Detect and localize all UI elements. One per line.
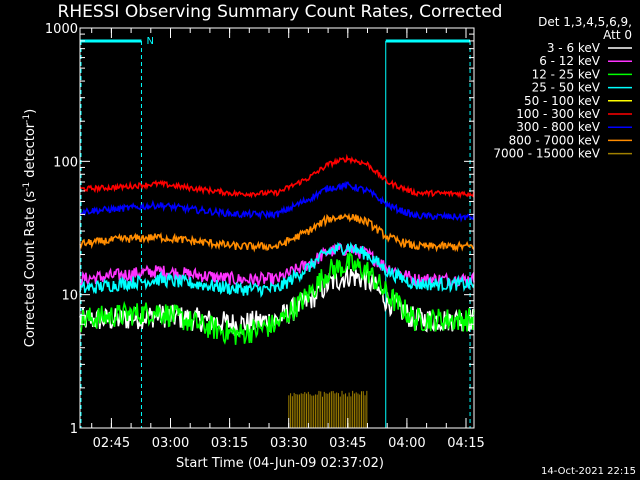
plot-axes: [79, 27, 475, 429]
x-tick-label: 04:00: [388, 436, 425, 451]
y-axis-title: Corrected Count Rate (s-1 detector-1): [22, 109, 38, 347]
y-tick-label: 100: [53, 155, 78, 170]
legend-label: 100 - 300 keV: [516, 107, 600, 121]
y-axis-title-sup2: -1: [22, 114, 32, 123]
y-axis-title-end: ): [23, 109, 38, 114]
legend-label: 300 - 800 keV: [516, 120, 600, 134]
series-100-300kev: [79, 153, 475, 199]
x-tick-label: 04:15: [447, 436, 484, 451]
chart-title: RHESSI Observing Summary Count Rates, Co…: [58, 2, 503, 22]
legend-header-1: Det 1,3,4,5,6,9,: [538, 15, 632, 29]
legend-label: 7000 - 15000 keV: [493, 147, 600, 161]
legend-label: 12 - 25 keV: [532, 67, 601, 81]
y-tick-label: 10: [61, 289, 78, 304]
plot-frame: [79, 27, 475, 429]
series-group: [79, 153, 475, 428]
legend-label: 800 - 7000 keV: [509, 133, 601, 147]
x-tick-label: 03:15: [211, 436, 248, 451]
series-25-50kev: [79, 241, 475, 299]
y-tick-label: 1: [70, 422, 78, 437]
x-tick-label: 02:45: [93, 436, 130, 451]
legend-header-2: Att 0: [603, 28, 632, 42]
x-axis-title: Start Time (04-Jun-09 02:37:02): [176, 456, 384, 471]
series-12-25kev: [79, 251, 475, 345]
night-intervals: N: [80, 36, 471, 428]
legend-label: 3 - 6 keV: [547, 41, 601, 55]
ticks-group: 1 10 100 1000 02:45 03:00 03:15 03:30 03:45 04:00…: [45, 22, 485, 451]
x-tick-label: 03:45: [329, 436, 366, 451]
series-300-800kev: [79, 180, 475, 223]
timestamp: 14-Oct-2021 22:15: [541, 466, 636, 477]
series-6-12kev: [79, 242, 475, 289]
legend-label: 50 - 100 keV: [524, 94, 601, 108]
legend-label: 25 - 50 keV: [532, 81, 601, 95]
legend-label: 6 - 12 keV: [539, 54, 601, 68]
series-800-7000kev: [79, 212, 475, 253]
y-tick-label: 1000: [45, 22, 78, 37]
y-axis-title-sup1: -1: [22, 182, 32, 191]
saa-marker: N: [146, 36, 153, 47]
y-axis-title-mid: detector: [23, 122, 38, 182]
y-axis-title-base: Corrected Count Rate (s: [23, 191, 38, 348]
x-tick-label: 03:00: [152, 436, 189, 451]
x-tick-label: 03:30: [270, 436, 307, 451]
